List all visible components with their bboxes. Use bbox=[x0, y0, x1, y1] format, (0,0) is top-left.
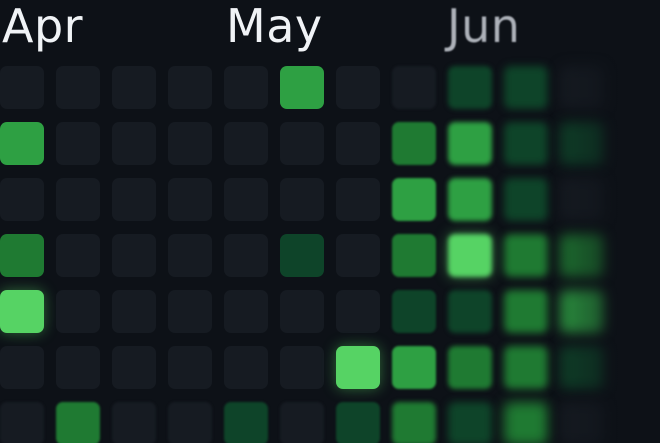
contribution-cell[interactable] bbox=[168, 66, 212, 109]
contribution-cell[interactable] bbox=[0, 66, 44, 109]
contribution-cell[interactable] bbox=[112, 178, 156, 221]
month-labels: Apr May Jun bbox=[0, 0, 660, 62]
contribution-cell[interactable] bbox=[504, 402, 548, 443]
contribution-cell[interactable] bbox=[392, 66, 436, 109]
month-label-may: May bbox=[226, 0, 323, 53]
contribution-cell[interactable] bbox=[448, 178, 492, 221]
contribution-cell[interactable] bbox=[56, 66, 100, 109]
contribution-cell[interactable] bbox=[336, 402, 380, 443]
contribution-cell[interactable] bbox=[448, 290, 492, 333]
contribution-cell[interactable] bbox=[560, 66, 604, 109]
contribution-cell[interactable] bbox=[336, 66, 380, 109]
contribution-cell[interactable] bbox=[336, 234, 380, 277]
contribution-cell[interactable] bbox=[112, 234, 156, 277]
contribution-cell[interactable] bbox=[560, 122, 604, 165]
contribution-cell[interactable] bbox=[112, 66, 156, 109]
contribution-cell[interactable] bbox=[336, 346, 380, 389]
contribution-cell[interactable] bbox=[336, 290, 380, 333]
contribution-cell[interactable] bbox=[448, 402, 492, 443]
contribution-cell[interactable] bbox=[280, 290, 324, 333]
contribution-cell[interactable] bbox=[280, 234, 324, 277]
contribution-cell[interactable] bbox=[392, 290, 436, 333]
contribution-cell[interactable] bbox=[56, 346, 100, 389]
contribution-cell[interactable] bbox=[448, 234, 492, 277]
contribution-cell[interactable] bbox=[56, 402, 100, 443]
contribution-cell[interactable] bbox=[392, 122, 436, 165]
contribution-cell[interactable] bbox=[168, 346, 212, 389]
contribution-cell[interactable] bbox=[504, 234, 548, 277]
contribution-cell[interactable] bbox=[168, 402, 212, 443]
contribution-cell[interactable] bbox=[280, 122, 324, 165]
contribution-cell[interactable] bbox=[392, 402, 436, 443]
contribution-cell[interactable] bbox=[56, 234, 100, 277]
contribution-cell[interactable] bbox=[56, 122, 100, 165]
contribution-cell[interactable] bbox=[0, 346, 44, 389]
contribution-cell[interactable] bbox=[392, 346, 436, 389]
month-label-jun: Jun bbox=[447, 0, 521, 53]
contribution-cell[interactable] bbox=[224, 178, 268, 221]
contribution-cell[interactable] bbox=[0, 234, 44, 277]
contribution-cell[interactable] bbox=[0, 290, 44, 333]
contribution-cell[interactable] bbox=[560, 402, 604, 443]
contribution-cell[interactable] bbox=[280, 178, 324, 221]
contribution-cell[interactable] bbox=[280, 402, 324, 443]
contribution-cell[interactable] bbox=[168, 122, 212, 165]
contribution-cell[interactable] bbox=[336, 122, 380, 165]
contribution-cell[interactable] bbox=[448, 346, 492, 389]
contribution-cell[interactable] bbox=[224, 122, 268, 165]
contribution-cell[interactable] bbox=[224, 290, 268, 333]
contribution-grid bbox=[0, 66, 660, 443]
contribution-cell[interactable] bbox=[448, 66, 492, 109]
contribution-cell[interactable] bbox=[560, 290, 604, 333]
contribution-cell[interactable] bbox=[0, 178, 44, 221]
contribution-cell[interactable] bbox=[560, 346, 604, 389]
contribution-cell[interactable] bbox=[168, 178, 212, 221]
contribution-cell[interactable] bbox=[504, 178, 548, 221]
month-label-apr: Apr bbox=[2, 0, 84, 53]
contribution-cell[interactable] bbox=[224, 402, 268, 443]
contribution-cell[interactable] bbox=[504, 66, 548, 109]
contribution-cell[interactable] bbox=[224, 346, 268, 389]
contribution-cell[interactable] bbox=[112, 346, 156, 389]
contribution-cell[interactable] bbox=[56, 178, 100, 221]
contribution-cell[interactable] bbox=[336, 178, 380, 221]
contribution-cell[interactable] bbox=[392, 178, 436, 221]
contribution-cell[interactable] bbox=[504, 290, 548, 333]
contribution-cell[interactable] bbox=[112, 290, 156, 333]
contribution-cell[interactable] bbox=[560, 178, 604, 221]
contribution-cell[interactable] bbox=[56, 290, 100, 333]
contribution-cell[interactable] bbox=[448, 122, 492, 165]
contribution-cell[interactable] bbox=[504, 346, 548, 389]
contribution-cell[interactable] bbox=[0, 122, 44, 165]
contribution-cell[interactable] bbox=[112, 402, 156, 443]
contribution-cell[interactable] bbox=[280, 346, 324, 389]
contribution-cell[interactable] bbox=[224, 66, 268, 109]
contribution-cell[interactable] bbox=[224, 234, 268, 277]
contribution-cell[interactable] bbox=[560, 234, 604, 277]
contribution-cell[interactable] bbox=[112, 122, 156, 165]
contribution-cell[interactable] bbox=[280, 66, 324, 109]
contribution-cell[interactable] bbox=[0, 402, 44, 443]
contribution-cell[interactable] bbox=[504, 122, 548, 165]
contribution-cell[interactable] bbox=[168, 234, 212, 277]
contribution-cell[interactable] bbox=[168, 290, 212, 333]
contribution-cell[interactable] bbox=[392, 234, 436, 277]
